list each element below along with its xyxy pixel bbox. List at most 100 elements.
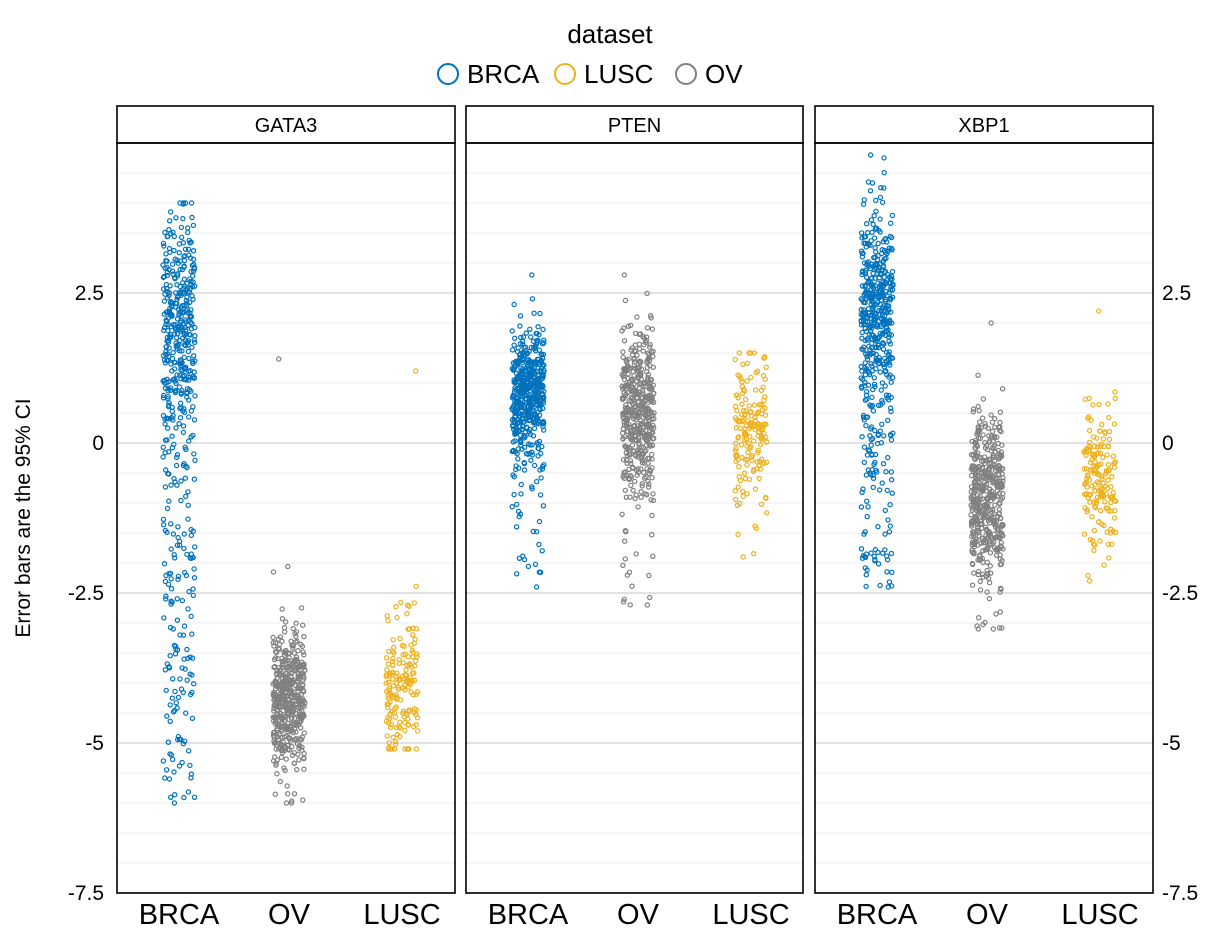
point (540, 503, 547, 509)
point (183, 572, 190, 579)
point (860, 486, 866, 492)
point (873, 208, 879, 214)
point (181, 263, 187, 269)
point (513, 409, 520, 416)
point (401, 719, 408, 726)
point (385, 617, 391, 624)
point (621, 470, 627, 476)
point (1111, 515, 1118, 521)
point (982, 540, 989, 546)
point (180, 462, 187, 469)
point (173, 290, 179, 296)
point (644, 358, 650, 364)
point (189, 631, 195, 637)
point (761, 460, 767, 466)
point (864, 513, 870, 520)
point (743, 396, 749, 403)
point (749, 457, 755, 464)
point (1096, 488, 1103, 494)
point (758, 387, 765, 393)
point (732, 488, 738, 494)
point (297, 715, 304, 721)
facet-title: XBP1 (958, 115, 1009, 137)
point (645, 406, 652, 413)
point (172, 256, 178, 262)
y-tick-label-left: 0 (92, 432, 104, 455)
point (763, 364, 769, 370)
point (887, 372, 893, 378)
point (391, 650, 397, 656)
point (648, 384, 654, 391)
point (188, 388, 194, 394)
point (169, 300, 175, 306)
facet-strip (465, 105, 804, 144)
point (166, 471, 172, 477)
point (762, 405, 768, 411)
point (870, 282, 876, 288)
point (759, 401, 765, 408)
point (533, 478, 540, 485)
point (186, 355, 192, 362)
point (763, 494, 769, 501)
point (302, 667, 308, 673)
point (636, 440, 642, 447)
point (162, 578, 169, 585)
point (174, 617, 181, 623)
point (160, 758, 167, 764)
point (167, 521, 174, 527)
point (884, 319, 890, 326)
point (980, 432, 986, 438)
point (996, 510, 1003, 516)
point (167, 794, 174, 801)
point (869, 180, 876, 186)
point (871, 235, 878, 241)
point (535, 393, 541, 399)
legend-label: OV (705, 59, 743, 89)
point (861, 417, 868, 423)
point (644, 466, 650, 472)
point (189, 689, 195, 696)
point (293, 654, 300, 660)
point (865, 229, 871, 236)
point (163, 593, 169, 599)
point (631, 362, 638, 368)
point (864, 452, 871, 458)
point (996, 535, 1002, 541)
point (301, 652, 307, 658)
point (649, 475, 655, 481)
point (517, 323, 523, 329)
point (281, 625, 288, 631)
point (870, 408, 877, 414)
point (619, 372, 625, 378)
point (534, 529, 540, 535)
point (986, 528, 992, 535)
point (880, 461, 887, 467)
x-tick-label: BRCA (139, 899, 220, 931)
point (188, 200, 195, 206)
point (175, 524, 181, 530)
point (747, 409, 753, 415)
point (859, 346, 865, 352)
point (635, 466, 641, 472)
point (175, 576, 181, 582)
point (182, 475, 188, 481)
point (997, 552, 1003, 558)
point (516, 513, 522, 520)
point (539, 419, 546, 426)
point (515, 374, 521, 380)
point (171, 475, 177, 482)
point (881, 316, 887, 323)
point (185, 289, 191, 295)
point (649, 451, 655, 458)
point (409, 647, 415, 654)
point (624, 572, 631, 578)
point (275, 636, 282, 642)
point (187, 255, 194, 261)
point (184, 225, 191, 231)
point (383, 655, 390, 661)
point (989, 428, 996, 435)
point (1105, 462, 1112, 468)
point (168, 601, 174, 607)
point (181, 623, 188, 629)
point (744, 462, 750, 468)
